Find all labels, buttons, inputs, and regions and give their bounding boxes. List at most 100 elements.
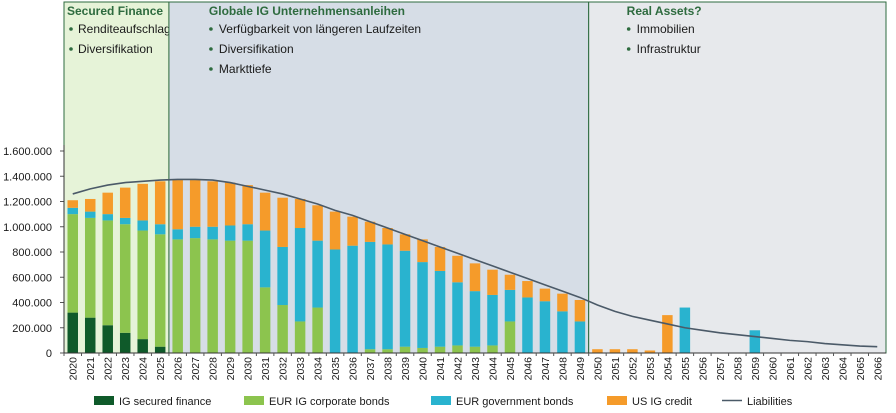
x-tick-label: 2046 xyxy=(522,357,534,381)
bar-eur-corp xyxy=(102,220,113,326)
x-tick-label: 2035 xyxy=(330,357,342,381)
x-tick-label: 2025 xyxy=(155,357,167,381)
x-tick-label: 2026 xyxy=(173,357,185,381)
panel-background-2 xyxy=(168,1,590,354)
bar-us-credit xyxy=(609,349,621,353)
bar-us-credit xyxy=(189,180,201,227)
bar-us-credit xyxy=(119,187,131,218)
x-tick-label: 2058 xyxy=(732,357,744,381)
bar-us-credit xyxy=(84,198,96,212)
bullet-dot xyxy=(626,47,631,51)
bar-us-credit xyxy=(417,239,428,263)
bar-us-credit xyxy=(487,269,498,295)
bar-us-credit xyxy=(557,293,568,312)
bar-us-credit xyxy=(242,185,253,225)
x-tick-label: 2022 xyxy=(103,357,115,381)
panel-background-3 xyxy=(588,1,887,354)
bar-eur-corp xyxy=(382,349,393,353)
bar-eur-gov xyxy=(469,291,481,347)
bar-us-credit xyxy=(662,315,673,353)
x-tick-label: 2039 xyxy=(400,357,412,381)
panel-title-1: Secured Finance xyxy=(67,4,163,18)
bar-eur-gov xyxy=(364,241,376,350)
bar-eur-corp xyxy=(294,321,306,353)
bullet-dot xyxy=(626,27,631,31)
panel-background-1 xyxy=(63,1,170,354)
bar-eur-corp xyxy=(487,345,498,353)
bar-eur-corp xyxy=(504,321,516,353)
bar-eur-gov xyxy=(574,321,586,353)
x-tick-label: 2066 xyxy=(872,357,884,381)
bar-secured xyxy=(84,317,96,353)
bar-eur-corp xyxy=(434,346,446,353)
bar-eur-gov xyxy=(224,225,236,241)
panel-bullet: Verfügbarkeit von längeren Laufzeiten xyxy=(219,22,421,36)
bar-us-credit xyxy=(137,183,148,221)
x-tick-label: 2051 xyxy=(610,357,622,381)
bar-us-credit xyxy=(154,181,166,225)
panel-bullet: Diversifikation xyxy=(78,42,153,56)
bar-us-credit xyxy=(627,349,638,353)
bar-eur-corp xyxy=(207,239,218,353)
x-tick-label: 2053 xyxy=(645,357,657,381)
bullet-dot xyxy=(209,27,213,31)
bar-eur-corp xyxy=(242,240,253,353)
bar-eur-gov xyxy=(434,270,446,347)
bar-us-credit xyxy=(312,205,323,241)
bar-eur-gov xyxy=(259,230,271,288)
bar-eur-gov xyxy=(347,245,358,353)
grid-layer xyxy=(60,150,64,354)
bar-secured xyxy=(154,346,166,353)
bars-layer xyxy=(67,180,761,353)
x-tick-label: 2054 xyxy=(662,357,674,381)
bar-us-credit xyxy=(172,180,183,230)
bar-eur-corp xyxy=(172,239,183,353)
x-tick-label: 2038 xyxy=(383,357,395,381)
y-tick-label: 0 xyxy=(46,348,52,360)
bar-eur-gov xyxy=(277,246,288,306)
x-tick-label: 2044 xyxy=(487,357,499,381)
bar-secured xyxy=(119,332,131,353)
bar-eur-gov xyxy=(417,262,428,348)
bar-eur-gov xyxy=(294,228,306,322)
x-tick-label: 2059 xyxy=(750,357,762,381)
bar-eur-corp xyxy=(137,230,148,340)
bar-us-credit xyxy=(574,299,586,322)
x-tick-label: 2024 xyxy=(138,357,150,381)
bar-us-credit xyxy=(329,211,341,250)
x-tick-label: 2061 xyxy=(785,357,797,381)
bar-eur-gov xyxy=(329,249,341,353)
bar-eur-gov xyxy=(189,226,201,239)
x-tick-label: 2057 xyxy=(715,357,727,381)
x-tick-label: 2020 xyxy=(68,357,80,381)
bar-eur-corp xyxy=(399,346,411,353)
panel-bullet: Renditeaufschlag xyxy=(78,22,171,36)
bar-us-credit xyxy=(434,246,446,271)
x-tick-label: 2052 xyxy=(627,357,639,381)
legend-swatch xyxy=(94,396,114,405)
bar-eur-corp xyxy=(84,217,96,318)
x-tick-label: 2056 xyxy=(697,357,709,381)
bar-eur-gov xyxy=(154,224,166,235)
bar-us-credit xyxy=(364,221,376,242)
bar-secured xyxy=(137,339,148,353)
panel-title-2: Globale IG Unternehmensanleihen xyxy=(209,4,405,18)
y-tick-label: 1.600.000 xyxy=(3,146,52,158)
x-tick-label: 2029 xyxy=(225,357,237,381)
bar-us-credit xyxy=(522,281,533,298)
panels-layer: Secured Finance Renditeaufschlag Diversifi… xyxy=(63,1,887,354)
bar-eur-gov xyxy=(557,311,568,353)
bar-us-credit xyxy=(294,198,306,229)
x-tick-label: 2055 xyxy=(680,357,692,381)
x-tick-label: 2030 xyxy=(243,357,255,381)
bar-eur-gov xyxy=(242,224,253,241)
x-tick-label: 2031 xyxy=(260,357,272,381)
bar-us-credit xyxy=(399,234,411,251)
x-tick-label: 2050 xyxy=(592,357,604,381)
y-tick-label: 1.200.000 xyxy=(3,197,52,209)
bar-eur-gov xyxy=(207,226,218,240)
bar-eur-corp xyxy=(259,287,271,353)
legend-label: US IG credit xyxy=(632,396,692,408)
bar-us-credit xyxy=(382,228,393,245)
bar-eur-gov xyxy=(67,207,78,215)
